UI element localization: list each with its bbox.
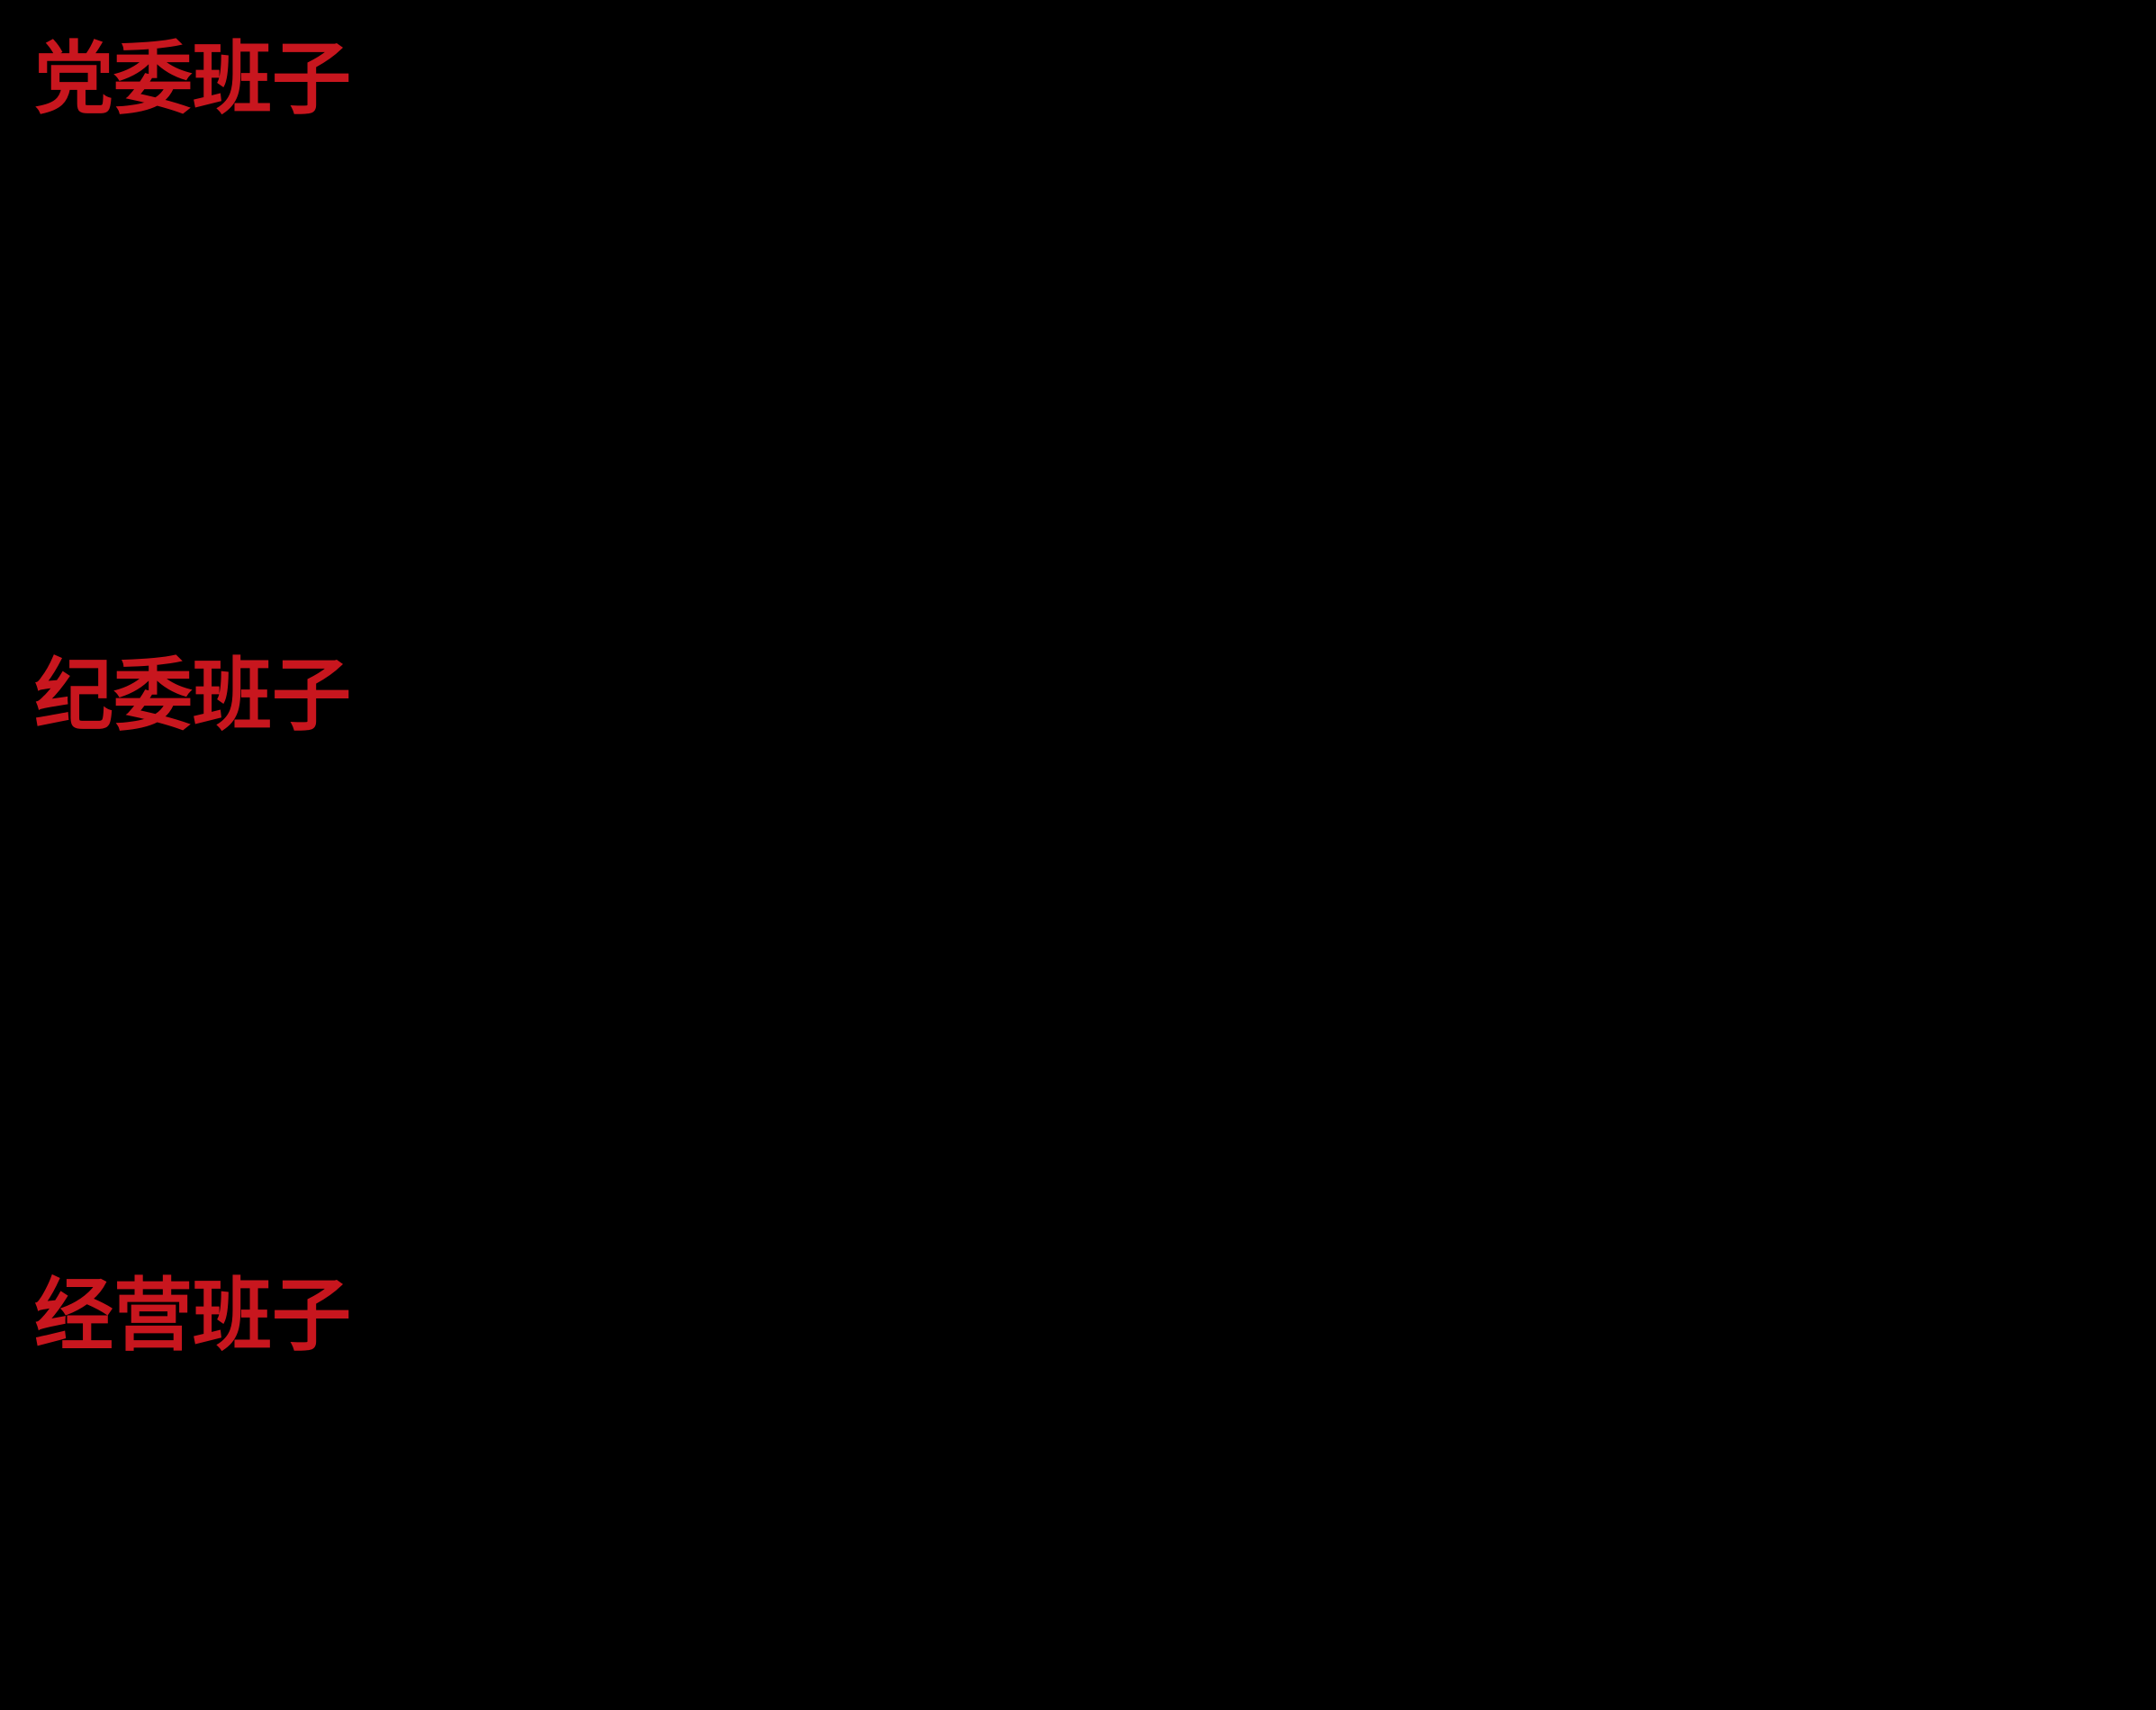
section-heading-management-team: 经营班子 [34,1271,352,1360]
section-heading-discipline-committee: 纪委班子 [34,651,352,740]
section-heading-party-committee: 党委班子 [34,34,352,123]
